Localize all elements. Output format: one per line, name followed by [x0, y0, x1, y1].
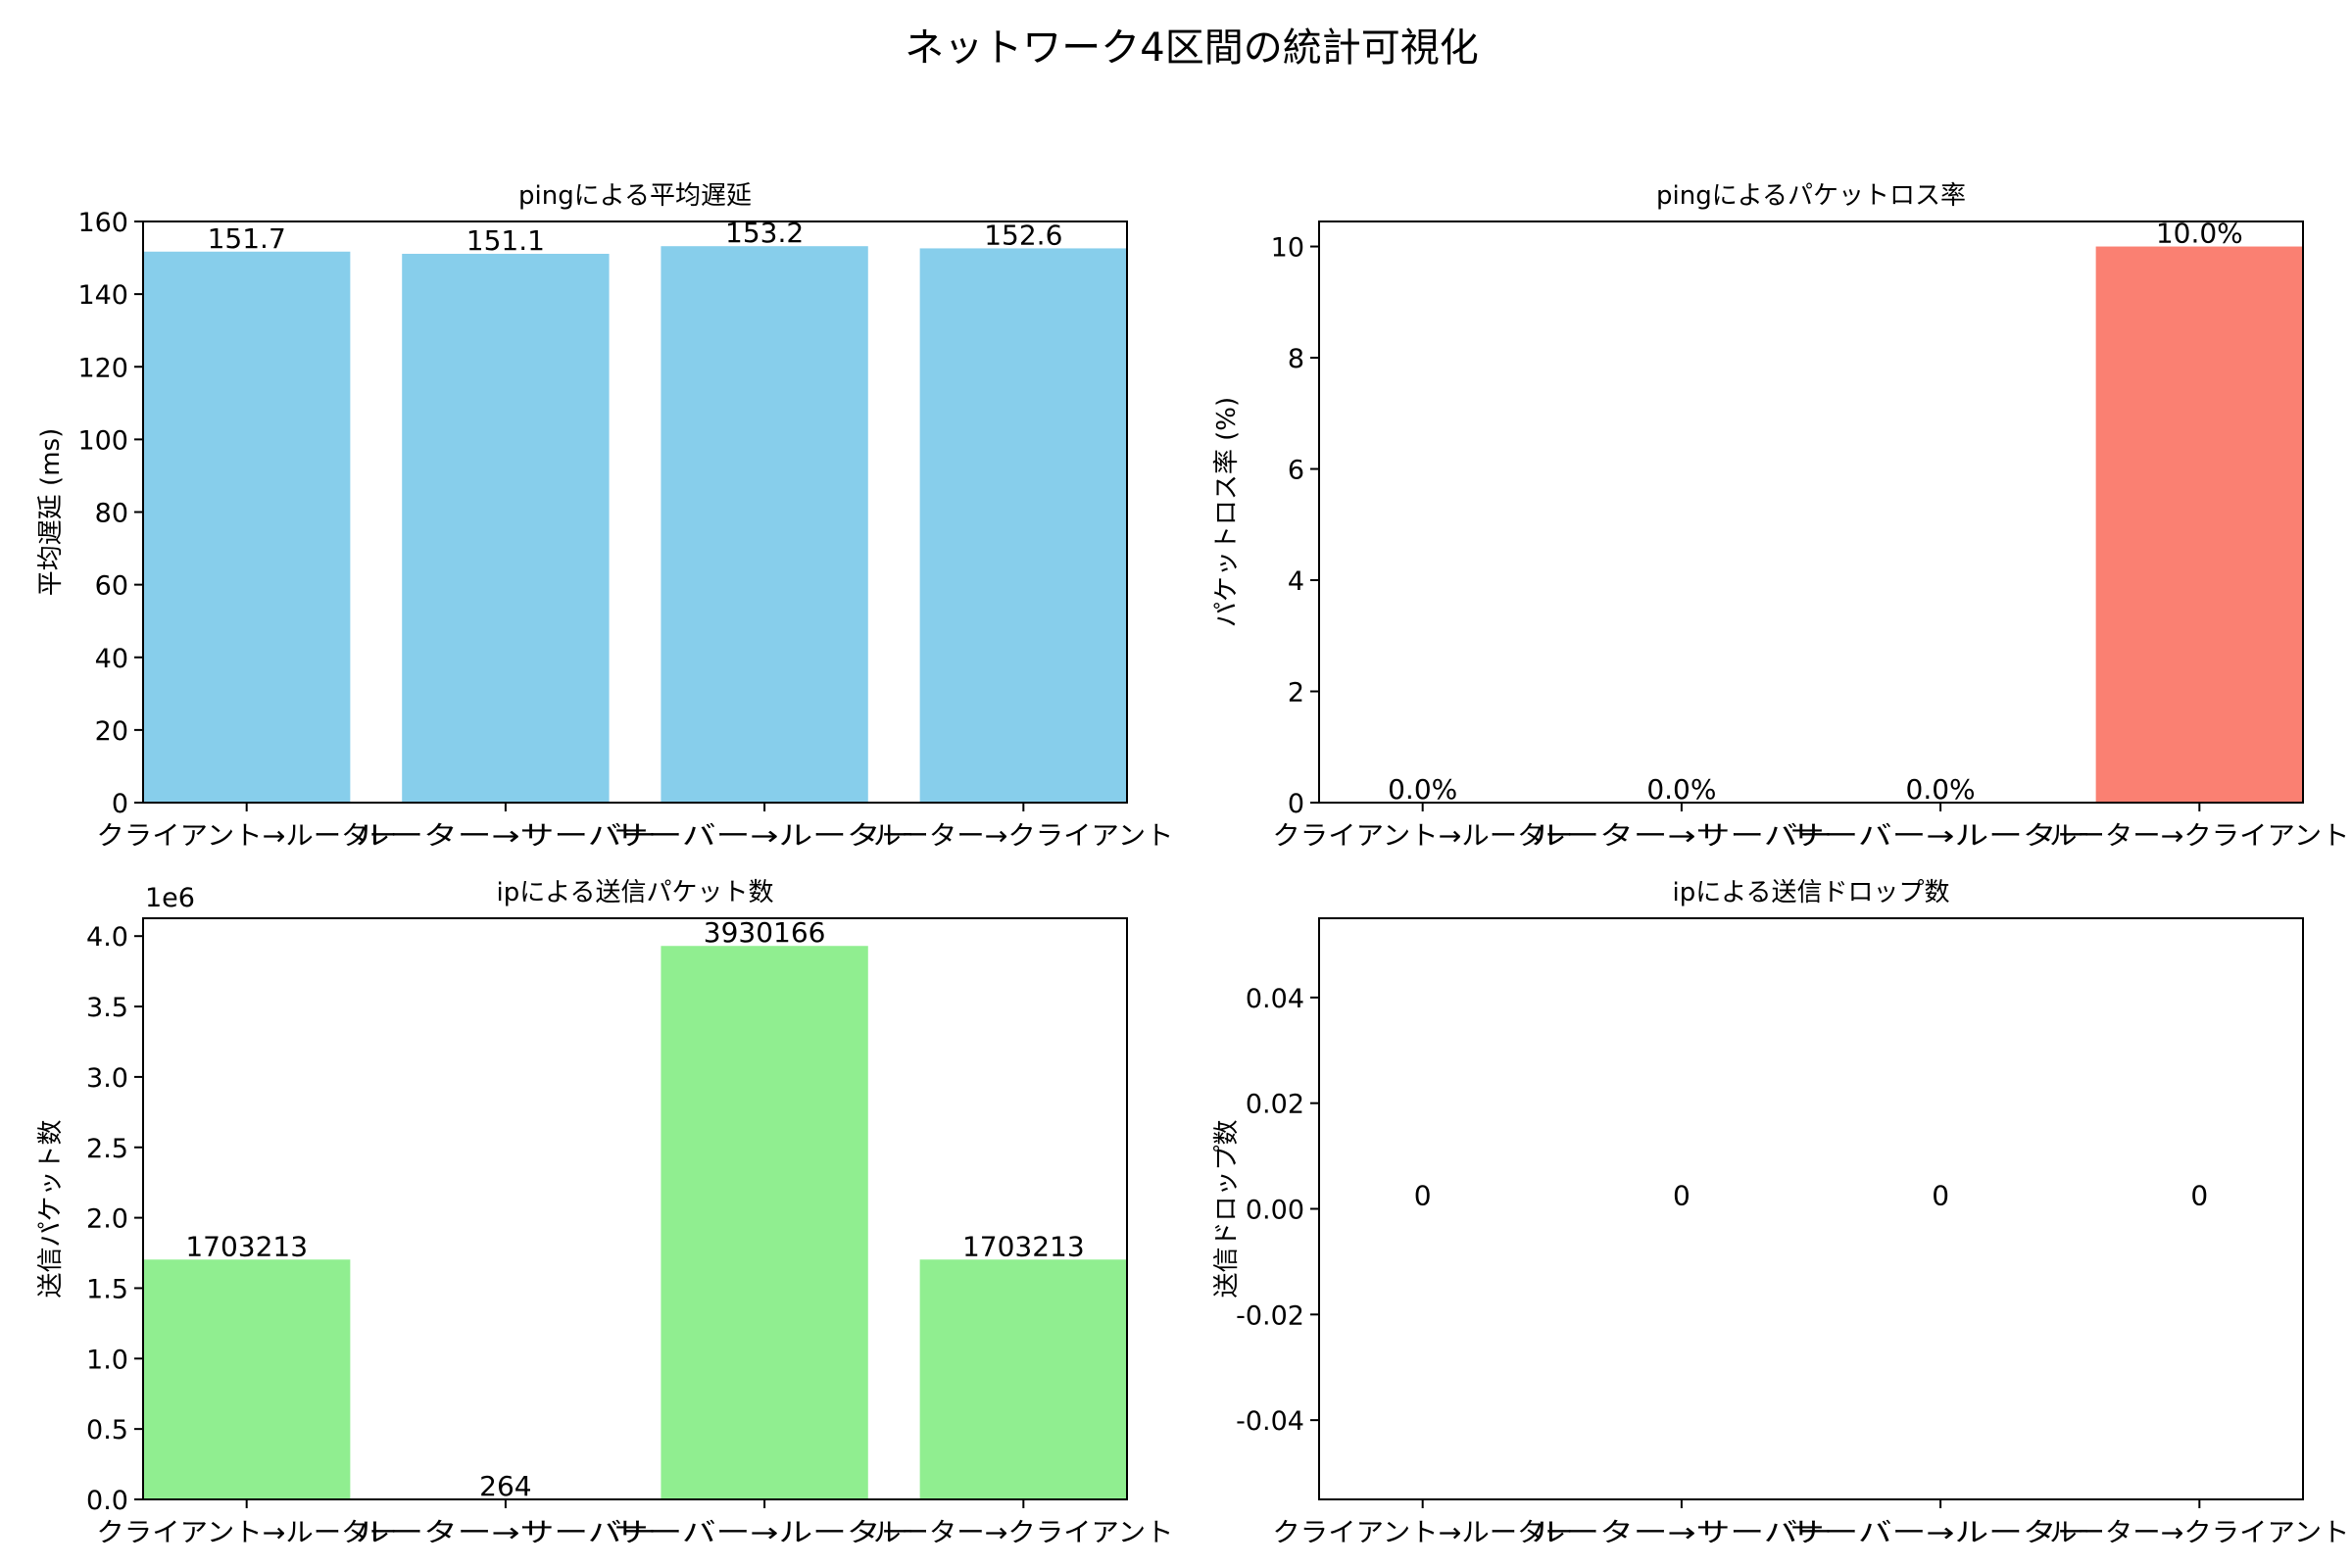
x-tick-label: ルーター→サーバー [1532, 821, 1833, 852]
y-tick-label: 20 [95, 716, 128, 747]
data-label: 152.6 [984, 219, 1062, 251]
bar [2095, 246, 2303, 804]
data-label: 0 [2190, 1180, 2208, 1212]
data-label: 10.0% [2156, 218, 2243, 250]
x-tick-label: ルーター→クライアント [873, 1518, 1174, 1548]
y-tick-label: 8 [1288, 344, 1304, 374]
chart-latency: 151.7 151.1 153.2 152.602040608010012014016… [36, 181, 1174, 852]
y-tick-label: 140 [77, 280, 128, 311]
y-tick-label: 3.5 [86, 993, 128, 1023]
y-tick-label: 100 [77, 425, 128, 456]
data-label: 0 [1932, 1180, 1949, 1212]
y-tick-label: 80 [95, 499, 128, 529]
y-tick-label: 60 [95, 571, 128, 602]
data-label: 0.0% [1906, 773, 1976, 806]
axes-frame [1318, 220, 2304, 804]
data-label: 0.0% [1388, 773, 1457, 806]
y-tick-label: 4.0 [86, 922, 128, 953]
y-tick-label: 0.0 [86, 1486, 128, 1516]
y-tick-label: 120 [77, 353, 128, 383]
data-label: 3930166 [704, 916, 826, 949]
y-tick-label: 2.0 [86, 1204, 128, 1235]
x-tick-label: ルーター→クライアント [2049, 821, 2350, 852]
y-tick-label: 3.0 [86, 1063, 128, 1094]
y-offset-label: 1e6 [145, 883, 195, 913]
figure-title: ネットワーク4区間の統計可視化 [905, 25, 1478, 71]
chart-loss: 0.0% 0.0% 0.0%10.0%0246810クライアント→ルータールーター→… [1212, 181, 2350, 852]
bar [661, 946, 868, 1499]
y-tick-label: 0.04 [1246, 984, 1304, 1014]
y-tick-label: 6 [1288, 456, 1304, 486]
data-label: 151.7 [208, 222, 286, 255]
x-tick-label: クライアント→ルーター [1272, 1518, 1573, 1548]
bar [919, 248, 1127, 803]
y-axis-label: パケットロス率 (%) [1212, 397, 1242, 627]
x-tick-label: ルーター→クライアント [2049, 1518, 2350, 1548]
y-tick-label: -0.02 [1236, 1300, 1304, 1331]
data-label: 264 [479, 1470, 531, 1502]
axes-frame [142, 917, 1128, 1500]
y-tick-label: 0.00 [1246, 1196, 1304, 1226]
data-label: 1703213 [185, 1230, 308, 1262]
y-tick-label: -0.04 [1236, 1406, 1304, 1437]
y-tick-label: 4 [1288, 566, 1304, 597]
x-tick-label: ルーター→サーバー [356, 821, 657, 852]
y-tick-label: 0 [1288, 789, 1304, 819]
chart-title: pingによるパケットロス率 [1656, 181, 1966, 211]
x-tick-label: クライアント→ルーター [96, 821, 397, 852]
data-label: 151.1 [466, 224, 545, 257]
y-axis-label: 送信ドロップ数 [1212, 1119, 1242, 1298]
y-tick-label: 1.0 [86, 1345, 128, 1375]
data-label: 1703213 [962, 1230, 1085, 1262]
axes-frame [1318, 917, 2304, 1500]
bar [661, 246, 868, 803]
chart-title: pingによる平均遅延 [518, 181, 752, 211]
y-tick-label: 0 [112, 789, 128, 819]
y-tick-label: 2.5 [86, 1134, 128, 1164]
chart-drops: 0 0 0 0-0.04-0.020.000.020.04クライアント→ルータールータ… [1212, 878, 2350, 1548]
x-tick-label: クライアント→ルーター [1272, 821, 1573, 852]
bar [143, 1259, 351, 1499]
bar [402, 253, 610, 803]
x-tick-label: クライアント→ルーター [96, 1518, 397, 1548]
y-axis-label: 送信パケット数 [36, 1119, 66, 1298]
chart-title: ipによる送信パケット数 [497, 878, 774, 907]
x-tick-label: サーバー→ルーター [1790, 1518, 2091, 1548]
x-tick-label: サーバー→ルーター [1790, 821, 2091, 852]
x-tick-label: ルーター→サーバー [356, 1518, 657, 1548]
chart-title: ipによる送信ドロップ数 [1673, 878, 1950, 907]
bar [919, 1259, 1127, 1499]
x-tick-label: ルーター→クライアント [873, 821, 1174, 852]
data-label: 0 [1414, 1180, 1432, 1212]
y-tick-label: 1.5 [86, 1274, 128, 1304]
x-tick-label: サーバー→ルーター [614, 821, 915, 852]
y-axis-label: 平均遅延 (ms) [36, 428, 66, 596]
data-label: 0 [1673, 1180, 1690, 1212]
y-tick-label: 2 [1288, 678, 1304, 709]
bar [143, 251, 351, 803]
data-label: 0.0% [1646, 773, 1716, 806]
chart-packets: 1703213 264 3930166 1703213 0.0 0.5 1.0 1.5 2.0 2… [36, 878, 1174, 1548]
y-tick-label: 40 [95, 644, 128, 674]
y-tick-label: 0.02 [1246, 1090, 1304, 1120]
x-tick-label: サーバー→ルーター [614, 1518, 915, 1548]
y-tick-label: 10 [1271, 233, 1304, 264]
x-tick-label: ルーター→サーバー [1532, 1518, 1833, 1548]
y-tick-label: 160 [77, 208, 128, 238]
y-tick-label: 0.5 [86, 1415, 128, 1446]
